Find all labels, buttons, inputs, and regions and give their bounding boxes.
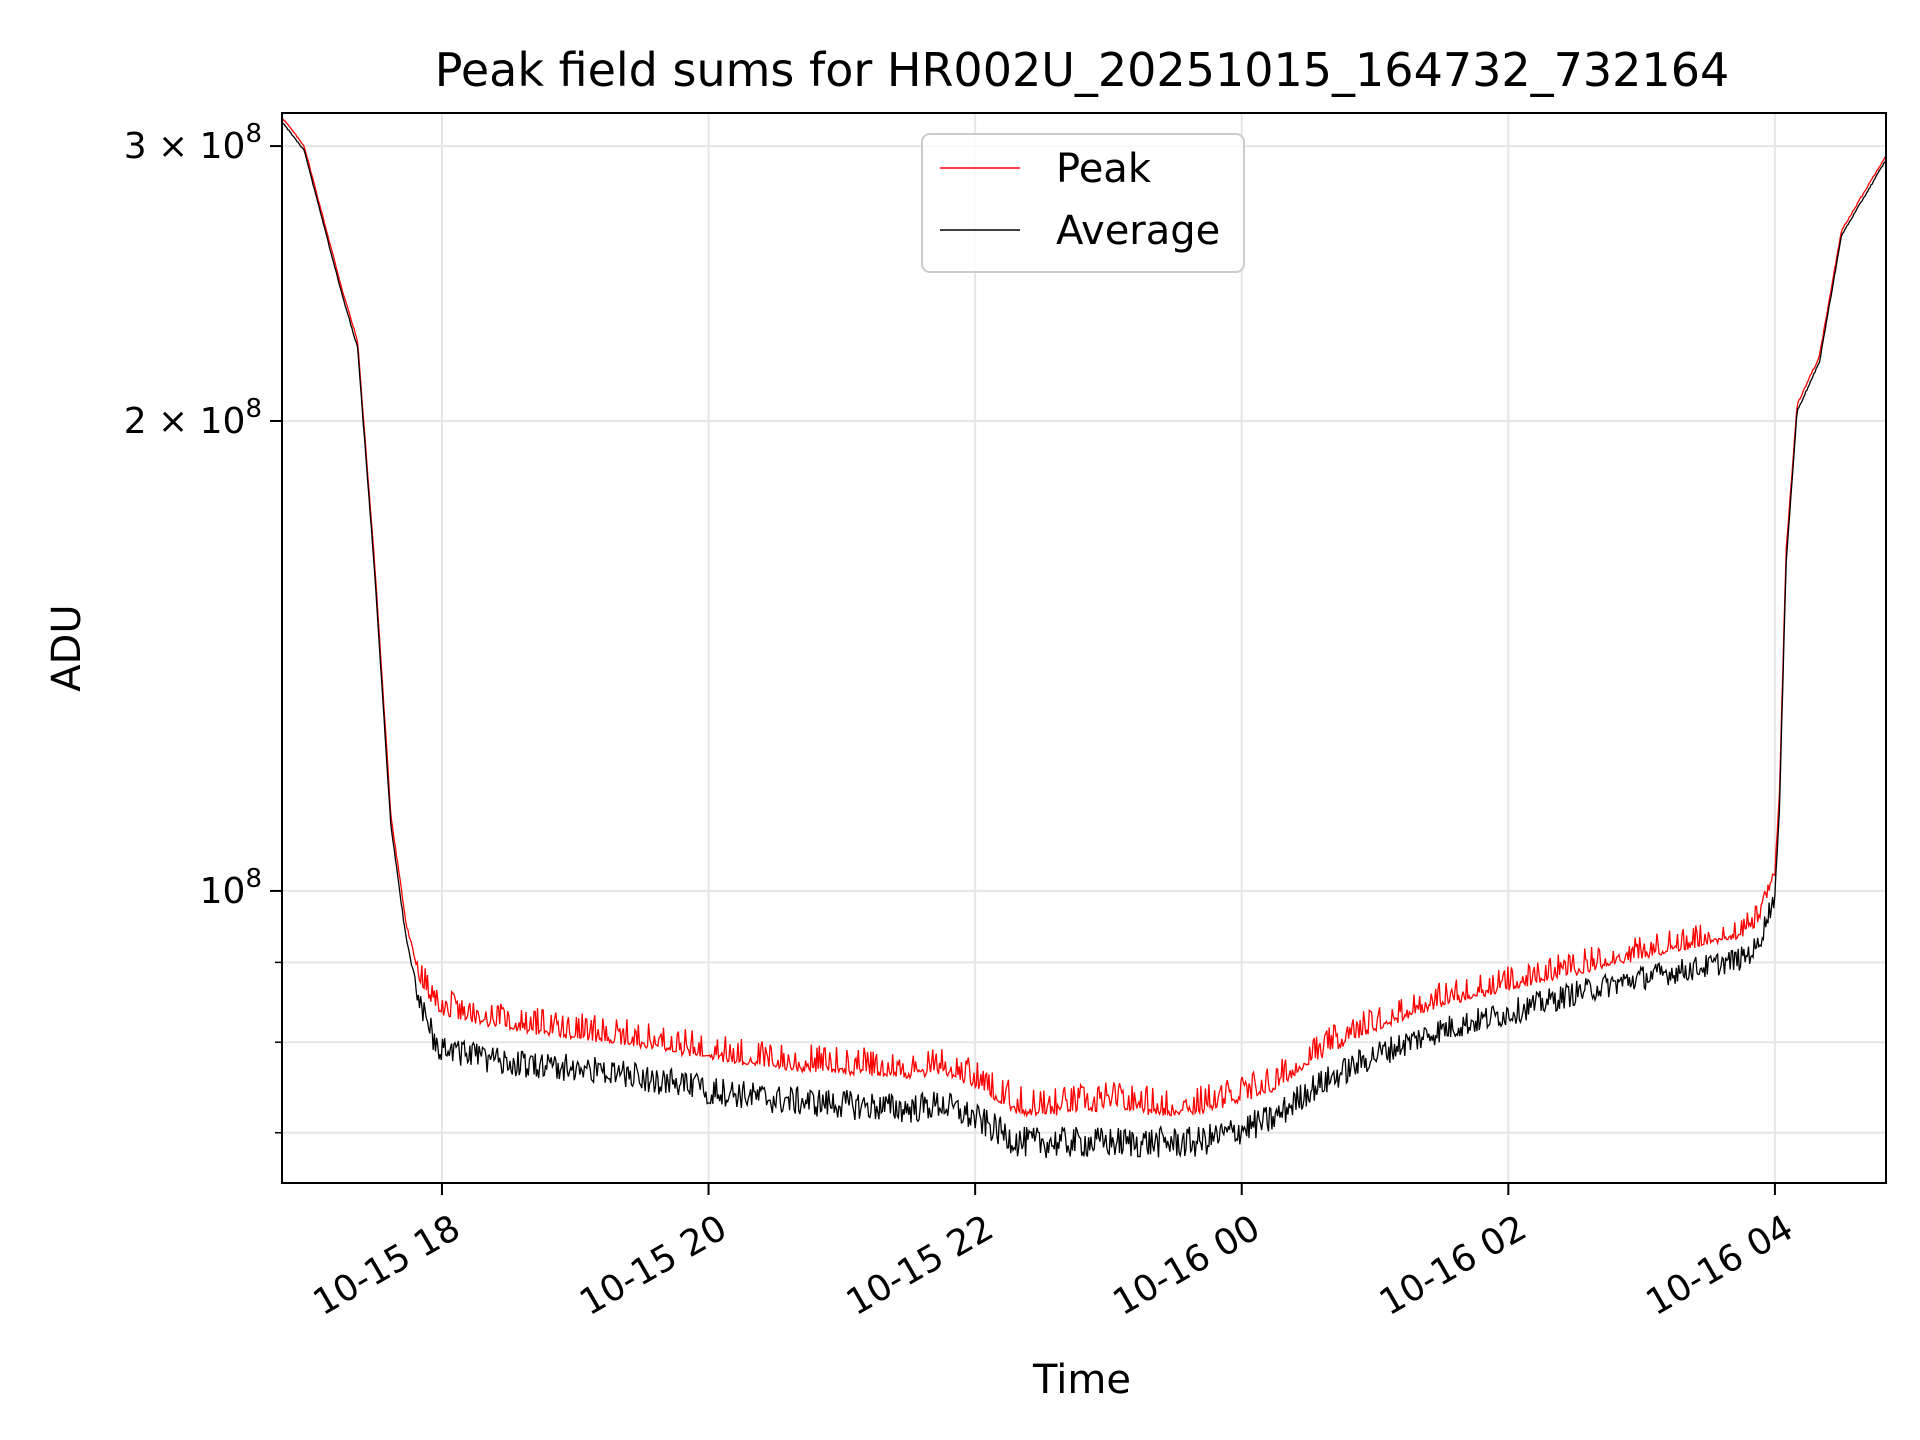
y-tick-label: 108 [200, 864, 262, 912]
y-tick-label: 2 × 108 [124, 394, 262, 442]
legend-label-average: Average [1056, 208, 1220, 254]
y-tick-label: 3 × 108 [124, 119, 262, 167]
plot-area [282, 117, 1886, 1159]
series-line-average [282, 121, 1886, 1159]
grid [282, 113, 1886, 1183]
plot-frame [281, 112, 1887, 1184]
chart-title: Peak field sums for HR002U_20251015_1647… [435, 43, 1729, 97]
legend-label-peak: Peak [1056, 146, 1152, 192]
legend: Peak Average [921, 133, 1245, 273]
series-layer [282, 117, 1886, 1159]
y-axis-label: ADU [44, 604, 90, 691]
x-axis-label: Time [1032, 1357, 1131, 1403]
series-line-peak [282, 117, 1886, 1119]
y-axis: 108 2 × 108 3 × 108 [124, 119, 282, 1134]
